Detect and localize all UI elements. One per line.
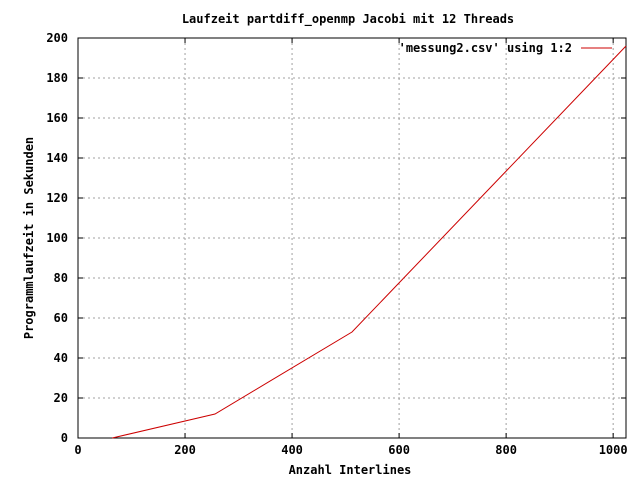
x-tick-label: 600: [388, 443, 410, 457]
grid-layer: [78, 38, 626, 438]
x-tick-label: 800: [495, 443, 517, 457]
y-tick-label: 140: [46, 151, 68, 165]
y-tick-label: 100: [46, 231, 68, 245]
y-tick-label: 160: [46, 111, 68, 125]
y-axis-label: Programmlaufzeit in Sekunden: [22, 137, 36, 339]
y-tick-label: 20: [54, 391, 68, 405]
series-line: [112, 45, 627, 439]
y-tick-label: 60: [54, 311, 68, 325]
x-axis-label: Anzahl Interlines: [289, 463, 412, 477]
tick-layer: 0 20 40 60 80 100 120 140 160 180 200 0 200 400 600 800…: [46, 31, 627, 457]
series-layer: [112, 45, 627, 439]
legend-label: 'messung2.csv' using 1:2: [399, 41, 572, 55]
chart-title: Laufzeit partdiff_openmp Jacobi mit 12 T…: [182, 12, 514, 27]
y-tick-label: 0: [61, 431, 68, 445]
y-tick-label: 80: [54, 271, 68, 285]
y-tick-label: 200: [46, 31, 68, 45]
plot-frame: [77, 37, 627, 439]
y-tick-label: 180: [46, 71, 68, 85]
x-tick-label: 1000: [599, 443, 628, 457]
legend: 'messung2.csv' using 1:2: [399, 41, 612, 55]
y-tick-label: 40: [54, 351, 68, 365]
x-tick-label: 200: [174, 443, 196, 457]
x-tick-label: 0: [74, 443, 81, 457]
y-tick-label: 120: [46, 191, 68, 205]
x-tick-label: 400: [281, 443, 303, 457]
